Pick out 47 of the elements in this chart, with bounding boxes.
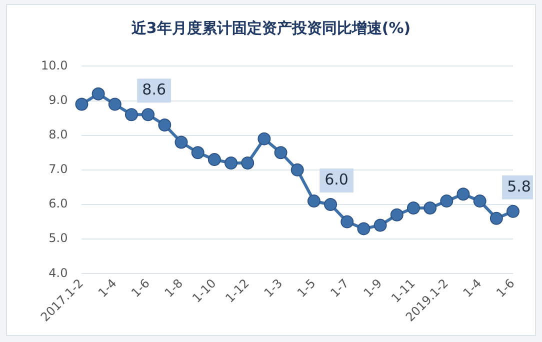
point — [456, 188, 470, 201]
x-tick-label: 1-6 — [494, 276, 518, 300]
point — [124, 108, 138, 122]
point — [406, 201, 420, 214]
point — [274, 146, 288, 160]
y-tick-label: 4.0 — [48, 266, 68, 280]
point — [424, 201, 437, 214]
point — [440, 194, 454, 208]
point — [241, 156, 254, 170]
point — [208, 153, 221, 166]
point — [224, 156, 238, 170]
y-tick-label: 8.0 — [48, 127, 68, 142]
point — [307, 194, 320, 208]
point — [506, 204, 520, 218]
x-tick-label: 1-9 — [360, 276, 385, 300]
point — [340, 215, 354, 228]
x-tick-label: 1-4 — [460, 276, 484, 300]
point — [75, 98, 88, 111]
x-tick-label: 1-6 — [128, 276, 152, 300]
point — [92, 87, 105, 100]
point — [390, 208, 404, 222]
point — [142, 108, 155, 122]
x-tick-label: 1-8 — [162, 276, 186, 300]
y-tick-label: 6.0 — [48, 196, 68, 211]
y-tick-label: 10.0 — [41, 58, 68, 72]
data-label: 6.0 — [324, 170, 348, 188]
y-tick-label: 7.0 — [48, 162, 68, 176]
x-tick-label: 1-5 — [294, 276, 318, 300]
point — [490, 212, 503, 225]
y-tick-label: 5.0 — [48, 231, 68, 246]
data-label: 8.6 — [142, 80, 166, 98]
point — [191, 146, 204, 160]
data-label: 5.8 — [507, 177, 531, 196]
y-tick-label: 9.0 — [48, 92, 68, 107]
x-tick-label: 1-3 — [261, 276, 286, 300]
point — [174, 136, 188, 149]
chart-title: 近3年月度累计固定资产投资同比增速(%) — [130, 19, 412, 38]
x-tick-label: 1-4 — [95, 276, 120, 300]
point — [374, 218, 387, 232]
point — [357, 222, 370, 236]
point — [473, 194, 486, 208]
x-tick-label: 1-7 — [328, 276, 352, 300]
point — [290, 163, 304, 176]
point — [158, 118, 172, 132]
point — [108, 98, 122, 111]
point — [258, 132, 271, 146]
point — [324, 198, 338, 212]
